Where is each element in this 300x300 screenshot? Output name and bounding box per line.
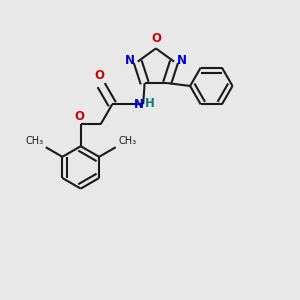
Text: CH₃: CH₃ (25, 136, 44, 146)
Text: N: N (125, 54, 135, 67)
Text: O: O (74, 110, 84, 123)
Text: O: O (95, 69, 105, 82)
Text: CH₃: CH₃ (118, 136, 136, 146)
Text: O: O (151, 32, 161, 45)
Text: N: N (134, 98, 143, 111)
Text: H: H (145, 97, 154, 110)
Text: N: N (177, 54, 187, 67)
